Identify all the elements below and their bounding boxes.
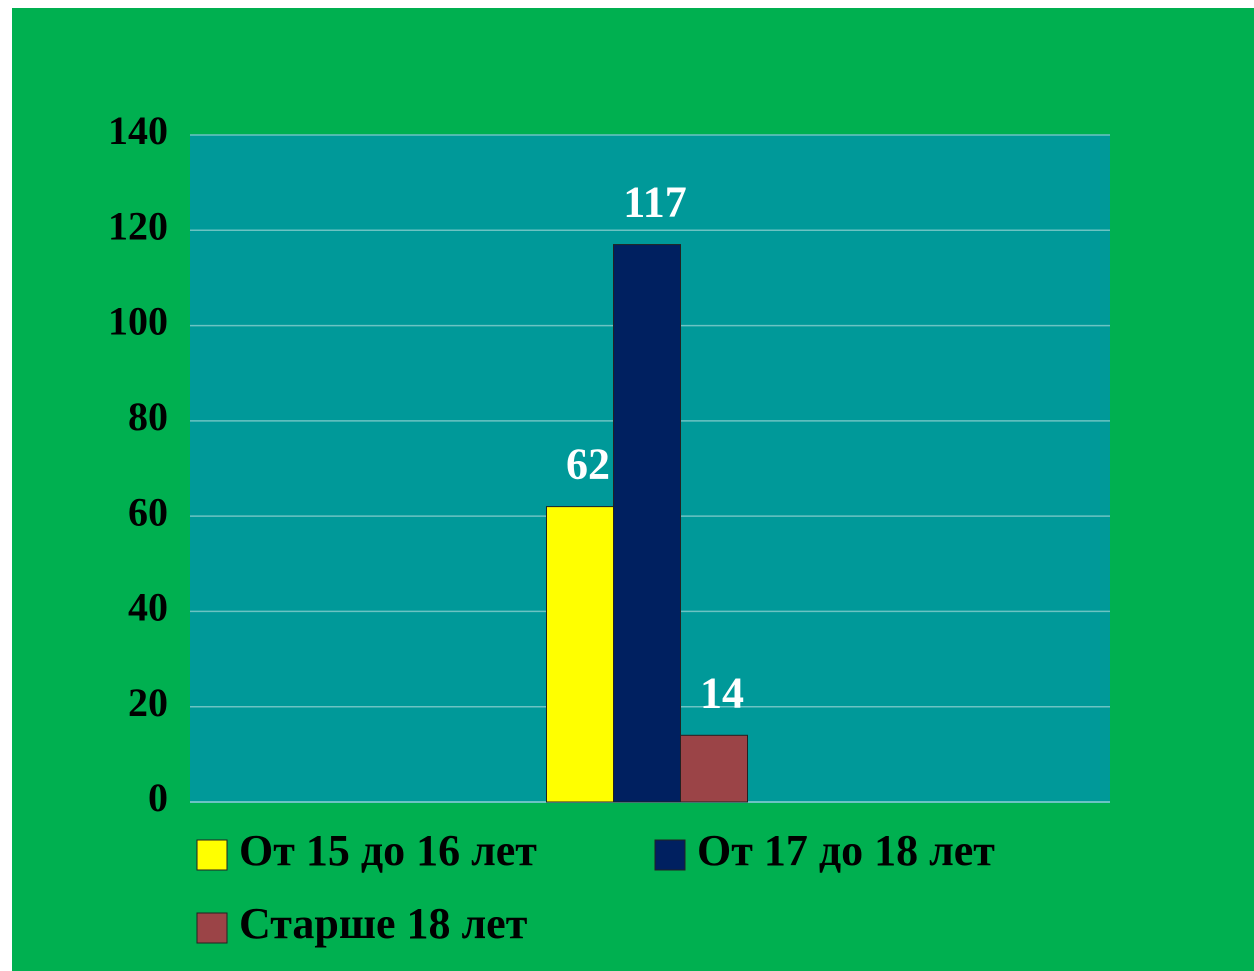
y-tick-label: 20	[128, 680, 168, 725]
data-label: 14	[700, 668, 744, 717]
y-tick-label: 60	[128, 489, 168, 534]
legend-label: От 15 до 16 лет	[239, 826, 537, 875]
data-label: 117	[623, 178, 687, 227]
bar	[613, 244, 681, 803]
y-tick-label: 120	[108, 203, 168, 248]
y-tick-label: 140	[108, 108, 168, 153]
bar	[680, 734, 748, 803]
legend-swatch	[196, 839, 228, 871]
y-tick-label: 80	[128, 394, 168, 439]
y-tick-label: 40	[128, 585, 168, 630]
y-tick-label: 100	[108, 299, 168, 344]
y-tick-label: 0	[148, 775, 168, 820]
legend-swatch	[654, 839, 686, 871]
legend-label: От 17 до 18 лет	[697, 826, 995, 875]
bar	[546, 506, 614, 803]
legend-swatch	[196, 912, 228, 944]
legend-label: Старше 18 лет	[239, 899, 528, 948]
data-label: 62	[566, 440, 610, 489]
